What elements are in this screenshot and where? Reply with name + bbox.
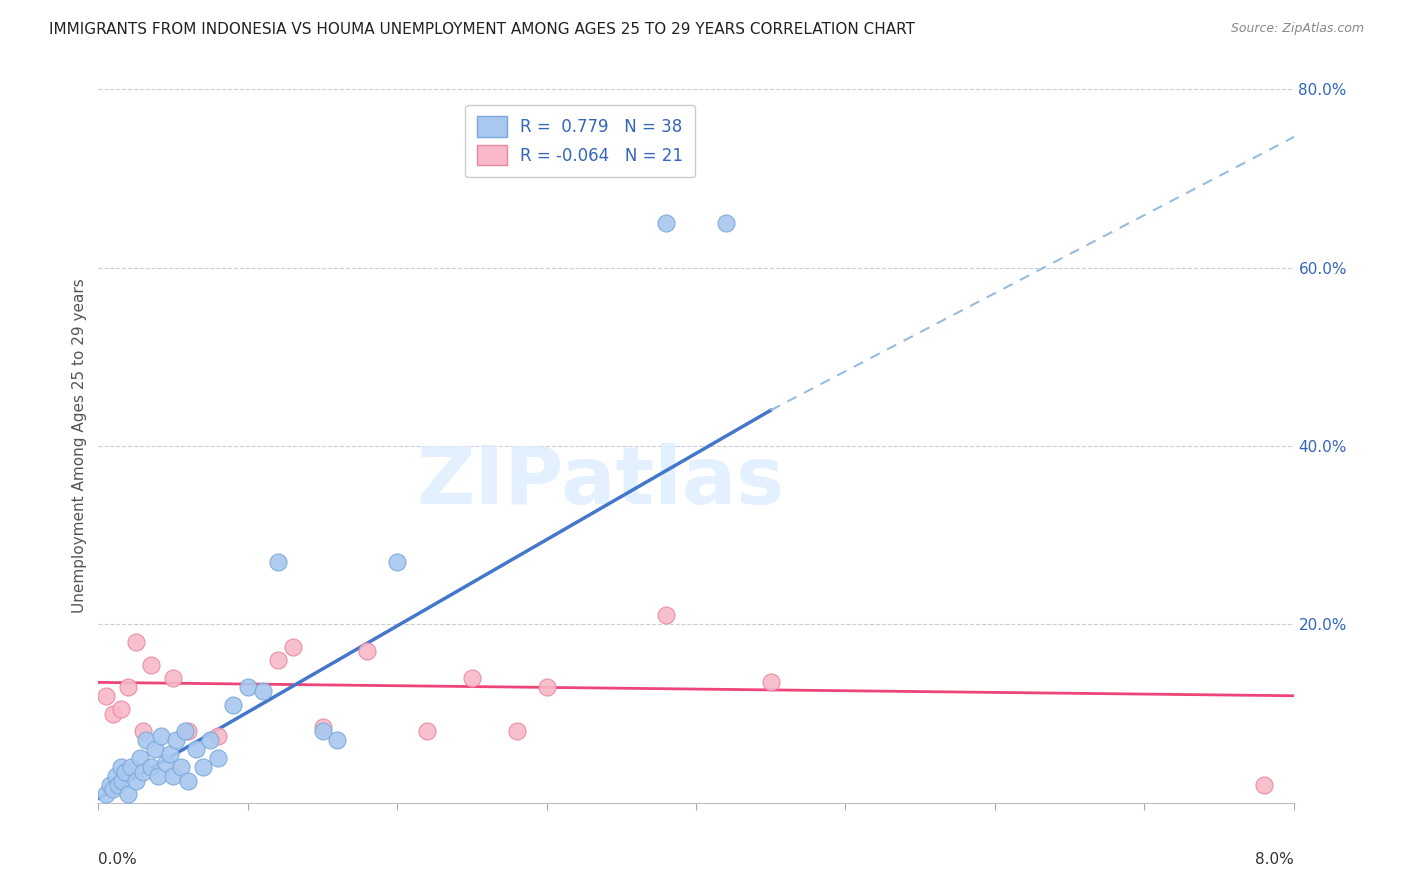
Point: [1253, 778, 1275, 792]
Point: [139, 657, 162, 672]
Text: ZIPatlas: ZIPatlas: [416, 442, 785, 521]
Point: [114, 764, 136, 779]
Point: [311, 724, 333, 739]
Point: [311, 720, 333, 734]
Point: [222, 698, 245, 712]
Point: [655, 216, 678, 230]
Y-axis label: Unemployment Among Ages 25 to 29 years: Unemployment Among Ages 25 to 29 years: [72, 278, 87, 614]
Point: [281, 640, 304, 654]
Point: [148, 769, 170, 783]
Point: [94, 689, 117, 703]
Text: 0.0%: 0.0%: [98, 852, 138, 867]
Point: [117, 787, 139, 801]
Point: [177, 724, 200, 739]
Point: [135, 733, 157, 747]
Point: [169, 760, 191, 774]
Point: [200, 733, 222, 747]
Point: [174, 724, 197, 739]
Point: [159, 747, 181, 761]
Text: 8.0%: 8.0%: [1254, 852, 1294, 867]
Point: [207, 751, 229, 765]
Point: [125, 773, 148, 788]
Point: [267, 555, 290, 569]
Point: [162, 671, 184, 685]
Legend: R =  0.779   N = 38, R = -0.064   N = 21: R = 0.779 N = 38, R = -0.064 N = 21: [465, 104, 695, 177]
Point: [177, 773, 200, 788]
Point: [326, 733, 349, 747]
Point: [165, 733, 187, 747]
Point: [111, 773, 134, 788]
Point: [132, 724, 155, 739]
Point: [103, 782, 125, 797]
Point: [105, 769, 128, 783]
Point: [714, 216, 737, 230]
Point: [129, 751, 152, 765]
Point: [110, 760, 132, 774]
Point: [356, 644, 378, 658]
Point: [103, 706, 125, 721]
Point: [98, 778, 122, 792]
Point: [506, 724, 529, 739]
Point: [143, 742, 166, 756]
Point: [117, 680, 139, 694]
Point: [120, 760, 142, 774]
Point: [150, 729, 173, 743]
Point: [236, 680, 259, 694]
Point: [655, 608, 678, 623]
Point: [385, 555, 409, 569]
Text: Source: ZipAtlas.com: Source: ZipAtlas.com: [1230, 22, 1364, 36]
Point: [267, 653, 290, 667]
Point: [184, 742, 207, 756]
Point: [252, 684, 274, 698]
Point: [94, 787, 117, 801]
Point: [110, 702, 132, 716]
Point: [155, 756, 177, 770]
Point: [759, 675, 782, 690]
Point: [107, 778, 129, 792]
Point: [207, 729, 229, 743]
Point: [536, 680, 558, 694]
Point: [461, 671, 484, 685]
Point: [139, 760, 162, 774]
Text: IMMIGRANTS FROM INDONESIA VS HOUMA UNEMPLOYMENT AMONG AGES 25 TO 29 YEARS CORREL: IMMIGRANTS FROM INDONESIA VS HOUMA UNEMP…: [49, 22, 915, 37]
Point: [191, 760, 214, 774]
Point: [416, 724, 439, 739]
Point: [125, 635, 148, 649]
Point: [162, 769, 184, 783]
Point: [132, 764, 155, 779]
